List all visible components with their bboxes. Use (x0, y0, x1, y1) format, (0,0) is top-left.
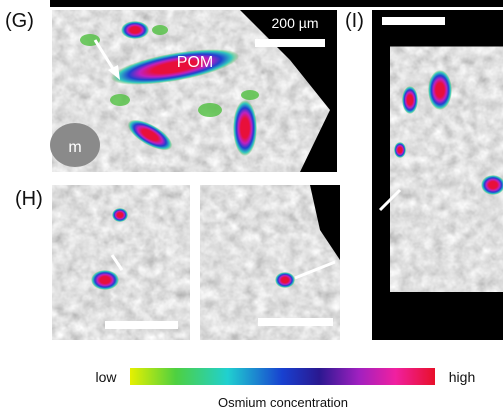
pom-signal (91, 270, 119, 290)
pom-signal (112, 208, 128, 222)
pom-signal (428, 70, 452, 110)
scale-bar (382, 17, 445, 25)
annotation: POM (177, 54, 213, 71)
pom-signal (394, 142, 406, 158)
annotation: m (68, 139, 81, 156)
panel-label: (H) (15, 188, 43, 210)
colorbar-high: high (449, 369, 475, 385)
panel-g: 200 µm POM m (50, 10, 337, 172)
colorbar-low: low (95, 369, 117, 385)
colorbar (130, 368, 435, 385)
panel-i (372, 10, 503, 340)
pom-signal (402, 86, 418, 114)
pom-signal (275, 272, 295, 288)
pom-signal (121, 21, 149, 39)
scale-bar (255, 39, 325, 47)
colorbar-title: Osmium concentration (218, 395, 348, 410)
panel-h (52, 185, 340, 340)
scale-bar (105, 321, 178, 329)
panel-label: (I) (345, 10, 364, 32)
top-rule (50, 0, 503, 7)
figure: 200 µm POM m (G) (I) (H) low high Osmium… (0, 0, 503, 413)
scale-bar (258, 318, 333, 326)
pom-signal (233, 100, 257, 156)
scale-label: 200 µm (272, 15, 319, 31)
panel-label: (G) (5, 10, 34, 32)
